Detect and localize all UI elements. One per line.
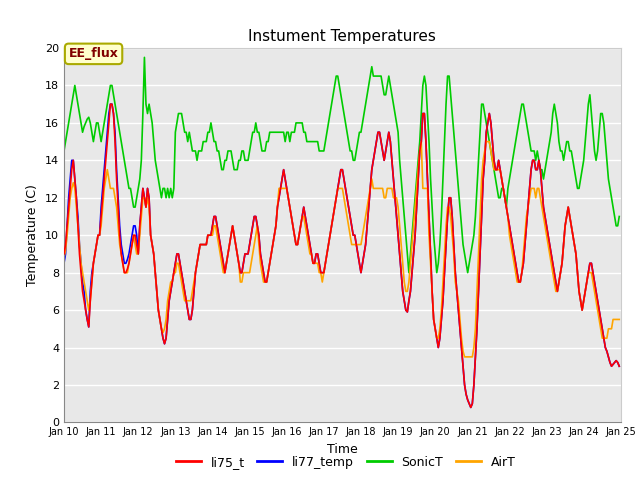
li75_t [227,232,235,238]
li77_temp [246,242,253,248]
SonicT [60,148,68,154]
li75_t [60,251,68,257]
li75_t [106,101,115,107]
AirT [616,317,623,323]
li77_temp [106,101,115,107]
li75_t [588,260,595,266]
SonicT [405,270,413,276]
SonicT [255,130,263,135]
AirT [60,255,68,261]
AirT [303,232,310,238]
AirT [128,242,136,248]
li77_temp [227,232,235,238]
li77_temp [588,260,595,266]
SonicT [588,110,595,116]
SonicT [227,148,235,154]
Y-axis label: Temperature (C): Temperature (C) [26,184,40,286]
Title: Instument Temperatures: Instument Temperatures [248,29,436,44]
X-axis label: Time: Time [327,443,358,456]
li75_t [255,232,263,238]
AirT [588,270,595,276]
SonicT [246,148,253,154]
Line: AirT: AirT [64,142,620,357]
Text: EE_flux: EE_flux [68,48,118,60]
li77_temp [305,232,312,238]
Line: li77_temp: li77_temp [64,104,620,408]
li77_temp [130,223,138,229]
Line: li75_t: li75_t [64,104,620,408]
Line: SonicT: SonicT [64,58,620,273]
AirT [461,354,468,360]
SonicT [305,139,312,144]
li77_temp [255,232,263,238]
li77_temp [467,405,475,410]
li77_temp [616,363,623,369]
li75_t [616,363,623,369]
AirT [253,223,261,229]
SonicT [616,214,623,219]
li75_t [246,242,253,248]
li75_t [467,405,475,410]
AirT [417,139,425,144]
li77_temp [60,260,68,266]
SonicT [141,55,148,60]
AirT [226,242,234,248]
Legend: li75_t, li77_temp, SonicT, AirT: li75_t, li77_temp, SonicT, AirT [170,451,521,474]
AirT [244,270,252,276]
li75_t [305,232,312,238]
li75_t [130,232,138,238]
SonicT [128,195,136,201]
